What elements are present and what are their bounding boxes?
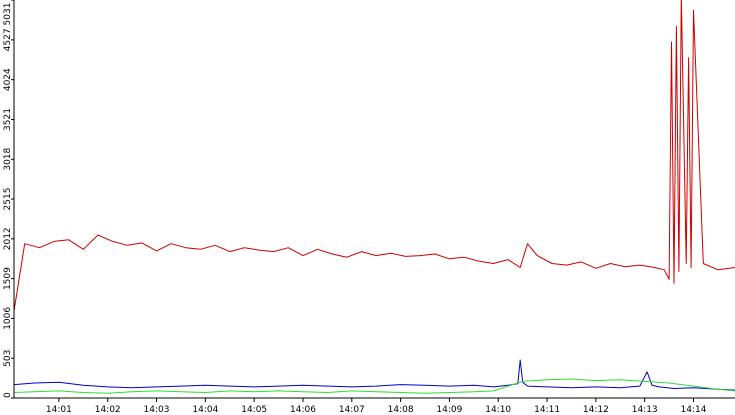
x-tick-label: 14:14 (681, 405, 707, 415)
y-tick-label: 4527 (3, 28, 13, 51)
y-tick-label: 503 (3, 350, 13, 367)
series-line-1 (13, 0, 735, 312)
x-tick-label: 14:05 (241, 405, 267, 415)
series-layer (13, 0, 735, 394)
x-tick-label: 14:12 (583, 405, 609, 415)
y-tick-label: 2012 (3, 227, 13, 250)
x-tick-label: 14:10 (485, 405, 511, 415)
x-tick-label: 14:02 (95, 405, 121, 415)
x-tick-label: 14:08 (388, 405, 414, 415)
y-tick-label: 5031 (3, 3, 13, 26)
series-line-3 (13, 378, 735, 394)
x-tick-label: 14:11 (534, 405, 560, 415)
y-tick-label: 3018 (3, 147, 13, 170)
x-tick-label: 14:01 (46, 405, 72, 415)
x-tick-label: 14:07 (339, 405, 365, 415)
x-tick-label: 14:03 (144, 405, 170, 415)
series-line-2 (13, 359, 735, 391)
y-tick-label: 3521 (3, 108, 13, 131)
y-tick-label: 4024 (3, 68, 13, 91)
x-tick-layer: 14:01 14:02 14:03 14:04 14:05 14:06 14:07 14:08… (46, 398, 707, 415)
x-tick-label: 14:13 (632, 405, 658, 415)
axes-layer (13, 0, 735, 399)
y-tick-label: 1006 (3, 307, 13, 330)
y-tick-label: 2515 (3, 188, 13, 211)
y-tick-layer: 0 503 1006 1509 2012 2515 3018 3521 4024 4527 5031 (3, 0, 14, 399)
x-tick-label: 14:06 (290, 405, 316, 415)
y-tick-label: 1509 (3, 267, 13, 290)
x-tick-label: 14:04 (192, 405, 218, 415)
x-tick-label: 14:09 (436, 405, 462, 415)
y-tick-label: 0 (3, 392, 13, 398)
